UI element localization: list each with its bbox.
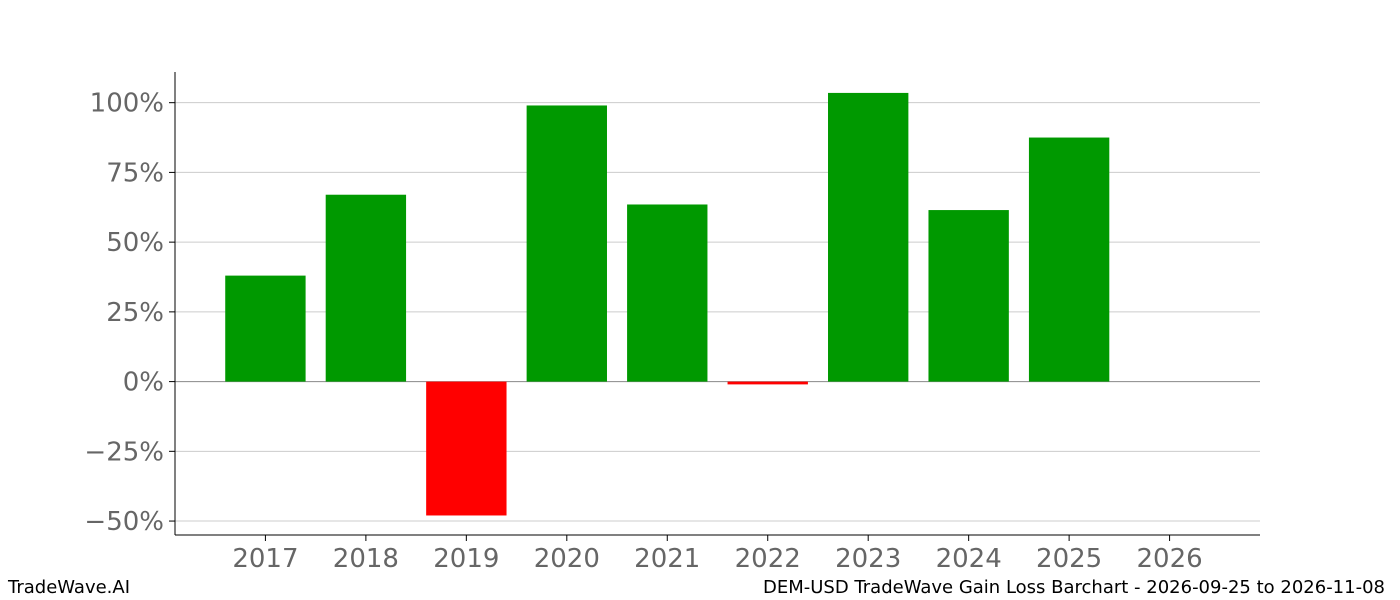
x-tick-label: 2018 <box>333 544 399 574</box>
x-tick-label: 2022 <box>735 544 801 574</box>
y-tick-label: −50% <box>84 507 164 537</box>
y-axis-ticks: −50% −25% 0% 25% 50% 75% 100% <box>84 89 175 537</box>
footer-caption: DEM-USD TradeWave Gain Loss Barchart - 2… <box>762 577 1385 598</box>
x-tick-label: 2019 <box>433 544 499 574</box>
y-tick-label: 25% <box>106 298 164 328</box>
y-tick-label: 100% <box>90 89 164 119</box>
x-tick-label: 2017 <box>232 544 298 574</box>
y-tick-label: 75% <box>106 158 164 188</box>
y-tick-label: 50% <box>106 228 164 258</box>
y-tick-label: −25% <box>84 437 164 467</box>
x-axis-ticks: 2017 2018 2019 2020 2021 2022 2023 2024 2025 2026 <box>232 535 1203 574</box>
bar-2021 <box>627 204 708 382</box>
footer-brand: TradeWave.AI <box>8 577 131 598</box>
x-tick-label: 2020 <box>534 544 600 574</box>
x-tick-label: 2021 <box>634 544 700 574</box>
x-tick-label: 2023 <box>835 544 901 574</box>
bar-2020 <box>526 105 607 382</box>
bars <box>225 92 1110 516</box>
x-tick-label: 2024 <box>936 544 1002 574</box>
bar-2018 <box>325 194 407 382</box>
bar-2024 <box>928 210 1009 382</box>
bar-2025 <box>1028 137 1110 382</box>
bar-2019 <box>426 381 507 516</box>
bar-2023 <box>828 92 909 382</box>
axes <box>174 72 1260 536</box>
bar-2017 <box>225 275 306 382</box>
x-tick-label: 2025 <box>1036 544 1102 574</box>
y-tick-label: 0% <box>123 368 164 398</box>
bar-2022 <box>727 381 808 385</box>
x-tick-label: 2026 <box>1136 544 1202 574</box>
